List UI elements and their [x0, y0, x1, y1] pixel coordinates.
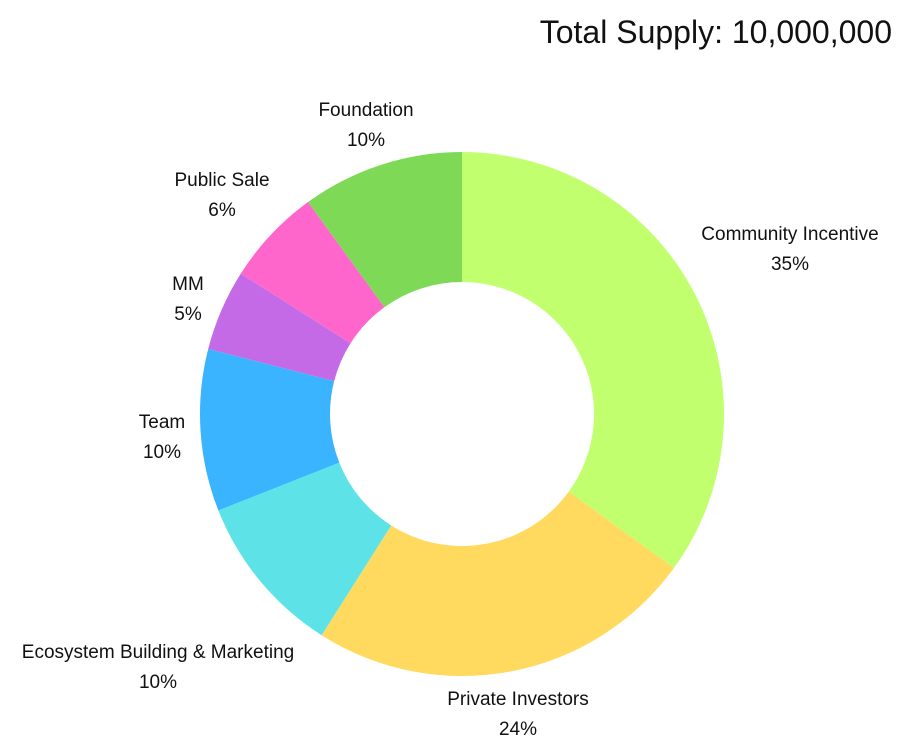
slice-label-foundation: Foundation 10%: [318, 100, 413, 151]
slice-public-sale: [240, 202, 385, 344]
slice-community-incentive: [462, 152, 724, 568]
slice-label-ecosystem-building-marketing: Ecosystem Building & Marketing 10%: [22, 642, 294, 693]
slice-percent-private-investors: 24%: [499, 719, 537, 740]
slice-foundation: [308, 152, 462, 308]
slice-private-investors: [321, 491, 674, 676]
slice-label-team: Team 10%: [139, 412, 185, 463]
slice-percent-team: 10%: [143, 442, 181, 463]
slice-name-team: Team: [139, 412, 185, 433]
slice-label-community-incentive: Community Incentive 35%: [701, 224, 878, 275]
slice-percent-ecosystem-building-marketing: 10%: [139, 672, 177, 693]
slice-label-private-investors: Private Investors 24%: [447, 689, 589, 740]
slice-team: [200, 348, 340, 511]
slice-name-mm: MM: [172, 274, 204, 295]
slice-mm: [208, 273, 351, 382]
slice-name-public-sale: Public Sale: [174, 170, 269, 191]
slice-label-mm: MM 5%: [172, 274, 204, 325]
slice-percent-mm: 5%: [174, 304, 202, 325]
total-supply-title: Total Supply: 10,000,000: [539, 14, 892, 50]
slice-ecosystem-building-marketing: [218, 462, 392, 636]
slice-name-ecosystem-building-marketing: Ecosystem Building & Marketing: [22, 642, 294, 663]
slice-name-foundation: Foundation: [318, 100, 413, 121]
slice-percent-community-incentive: 35%: [771, 254, 809, 275]
slice-percent-foundation: 10%: [347, 130, 385, 151]
slice-name-private-investors: Private Investors: [447, 689, 589, 710]
slice-label-public-sale: Public Sale 6%: [174, 170, 269, 221]
slice-name-community-incentive: Community Incentive: [701, 224, 878, 245]
slice-percent-public-sale: 6%: [208, 200, 236, 221]
